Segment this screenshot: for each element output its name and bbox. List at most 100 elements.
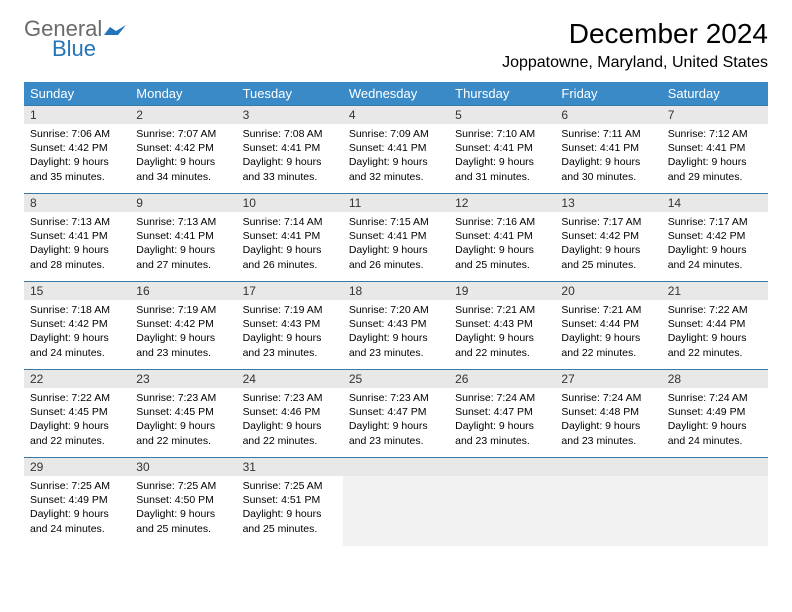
day-number xyxy=(662,458,768,476)
day-body: Sunrise: 7:13 AMSunset: 4:41 PMDaylight:… xyxy=(130,212,236,278)
day-body: Sunrise: 7:25 AMSunset: 4:51 PMDaylight:… xyxy=(237,476,343,542)
daylight-text: Daylight: 9 hours and 32 minutes. xyxy=(349,155,443,183)
sunrise-text: Sunrise: 7:08 AM xyxy=(243,127,337,141)
day-body: Sunrise: 7:14 AMSunset: 4:41 PMDaylight:… xyxy=(237,212,343,278)
day-number: 14 xyxy=(662,194,768,212)
sunrise-text: Sunrise: 7:20 AM xyxy=(349,303,443,317)
sunrise-text: Sunrise: 7:24 AM xyxy=(561,391,655,405)
daylight-text: Daylight: 9 hours and 23 minutes. xyxy=(561,419,655,447)
day-body: Sunrise: 7:10 AMSunset: 4:41 PMDaylight:… xyxy=(449,124,555,190)
day-number: 19 xyxy=(449,282,555,300)
day-number: 28 xyxy=(662,370,768,388)
sunset-text: Sunset: 4:50 PM xyxy=(136,493,230,507)
calendar-day-cell: 6Sunrise: 7:11 AMSunset: 4:41 PMDaylight… xyxy=(555,106,661,194)
sunrise-text: Sunrise: 7:24 AM xyxy=(455,391,549,405)
daylight-text: Daylight: 9 hours and 27 minutes. xyxy=(136,243,230,271)
sunset-text: Sunset: 4:46 PM xyxy=(243,405,337,419)
calendar-day-cell: 4Sunrise: 7:09 AMSunset: 4:41 PMDaylight… xyxy=(343,106,449,194)
day-number: 18 xyxy=(343,282,449,300)
day-number: 26 xyxy=(449,370,555,388)
sunset-text: Sunset: 4:41 PM xyxy=(349,229,443,243)
day-body: Sunrise: 7:20 AMSunset: 4:43 PMDaylight:… xyxy=(343,300,449,366)
calendar-week-row: 22Sunrise: 7:22 AMSunset: 4:45 PMDayligh… xyxy=(24,370,768,458)
calendar-day-cell: 13Sunrise: 7:17 AMSunset: 4:42 PMDayligh… xyxy=(555,194,661,282)
calendar-day-cell: 12Sunrise: 7:16 AMSunset: 4:41 PMDayligh… xyxy=(449,194,555,282)
sunset-text: Sunset: 4:42 PM xyxy=(30,317,124,331)
calendar-week-row: 8Sunrise: 7:13 AMSunset: 4:41 PMDaylight… xyxy=(24,194,768,282)
sunset-text: Sunset: 4:41 PM xyxy=(243,229,337,243)
calendar-day-cell: 28Sunrise: 7:24 AMSunset: 4:49 PMDayligh… xyxy=(662,370,768,458)
day-body: Sunrise: 7:13 AMSunset: 4:41 PMDaylight:… xyxy=(24,212,130,278)
day-body: Sunrise: 7:24 AMSunset: 4:49 PMDaylight:… xyxy=(662,388,768,454)
daylight-text: Daylight: 9 hours and 35 minutes. xyxy=(30,155,124,183)
day-number: 16 xyxy=(130,282,236,300)
day-body: Sunrise: 7:22 AMSunset: 4:45 PMDaylight:… xyxy=(24,388,130,454)
sunrise-text: Sunrise: 7:25 AM xyxy=(136,479,230,493)
daylight-text: Daylight: 9 hours and 25 minutes. xyxy=(243,507,337,535)
sunrise-text: Sunrise: 7:23 AM xyxy=(243,391,337,405)
sunset-text: Sunset: 4:41 PM xyxy=(136,229,230,243)
sunrise-text: Sunrise: 7:18 AM xyxy=(30,303,124,317)
day-number: 11 xyxy=(343,194,449,212)
day-number: 30 xyxy=(130,458,236,476)
sunset-text: Sunset: 4:47 PM xyxy=(455,405,549,419)
day-body: Sunrise: 7:19 AMSunset: 4:43 PMDaylight:… xyxy=(237,300,343,366)
sunrise-text: Sunrise: 7:09 AM xyxy=(349,127,443,141)
calendar-day-cell: 1Sunrise: 7:06 AMSunset: 4:42 PMDaylight… xyxy=(24,106,130,194)
calendar-day-cell: 30Sunrise: 7:25 AMSunset: 4:50 PMDayligh… xyxy=(130,458,236,546)
day-number: 1 xyxy=(24,106,130,124)
day-number: 29 xyxy=(24,458,130,476)
day-header: Friday xyxy=(555,82,661,106)
day-body: Sunrise: 7:23 AMSunset: 4:47 PMDaylight:… xyxy=(343,388,449,454)
sunrise-text: Sunrise: 7:24 AM xyxy=(668,391,762,405)
calendar-day-cell xyxy=(662,458,768,546)
day-body: Sunrise: 7:21 AMSunset: 4:43 PMDaylight:… xyxy=(449,300,555,366)
day-header-row: SundayMondayTuesdayWednesdayThursdayFrid… xyxy=(24,82,768,106)
daylight-text: Daylight: 9 hours and 24 minutes. xyxy=(30,507,124,535)
calendar-week-row: 29Sunrise: 7:25 AMSunset: 4:49 PMDayligh… xyxy=(24,458,768,546)
sunset-text: Sunset: 4:41 PM xyxy=(561,141,655,155)
day-body: Sunrise: 7:23 AMSunset: 4:45 PMDaylight:… xyxy=(130,388,236,454)
day-body: Sunrise: 7:17 AMSunset: 4:42 PMDaylight:… xyxy=(662,212,768,278)
sunrise-text: Sunrise: 7:17 AM xyxy=(668,215,762,229)
daylight-text: Daylight: 9 hours and 25 minutes. xyxy=(455,243,549,271)
sunset-text: Sunset: 4:42 PM xyxy=(30,141,124,155)
day-number xyxy=(449,458,555,476)
logo-word-blue: Blue xyxy=(52,38,126,60)
calendar-day-cell: 17Sunrise: 7:19 AMSunset: 4:43 PMDayligh… xyxy=(237,282,343,370)
day-number: 9 xyxy=(130,194,236,212)
daylight-text: Daylight: 9 hours and 23 minutes. xyxy=(349,331,443,359)
day-body: Sunrise: 7:17 AMSunset: 4:42 PMDaylight:… xyxy=(555,212,661,278)
month-title: December 2024 xyxy=(502,18,768,50)
calendar-day-cell: 7Sunrise: 7:12 AMSunset: 4:41 PMDaylight… xyxy=(662,106,768,194)
daylight-text: Daylight: 9 hours and 30 minutes. xyxy=(561,155,655,183)
sunset-text: Sunset: 4:49 PM xyxy=(30,493,124,507)
day-number: 27 xyxy=(555,370,661,388)
daylight-text: Daylight: 9 hours and 22 minutes. xyxy=(243,419,337,447)
sunrise-text: Sunrise: 7:16 AM xyxy=(455,215,549,229)
daylight-text: Daylight: 9 hours and 33 minutes. xyxy=(243,155,337,183)
day-body: Sunrise: 7:23 AMSunset: 4:46 PMDaylight:… xyxy=(237,388,343,454)
sunrise-text: Sunrise: 7:19 AM xyxy=(136,303,230,317)
calendar-week-row: 1Sunrise: 7:06 AMSunset: 4:42 PMDaylight… xyxy=(24,106,768,194)
calendar-day-cell: 14Sunrise: 7:17 AMSunset: 4:42 PMDayligh… xyxy=(662,194,768,282)
calendar-day-cell: 10Sunrise: 7:14 AMSunset: 4:41 PMDayligh… xyxy=(237,194,343,282)
daylight-text: Daylight: 9 hours and 34 minutes. xyxy=(136,155,230,183)
title-block: December 2024 Joppatowne, Maryland, Unit… xyxy=(502,18,768,72)
sunset-text: Sunset: 4:41 PM xyxy=(455,229,549,243)
day-header: Monday xyxy=(130,82,236,106)
sunset-text: Sunset: 4:49 PM xyxy=(668,405,762,419)
day-body: Sunrise: 7:19 AMSunset: 4:42 PMDaylight:… xyxy=(130,300,236,366)
sunset-text: Sunset: 4:42 PM xyxy=(668,229,762,243)
calendar-day-cell: 5Sunrise: 7:10 AMSunset: 4:41 PMDaylight… xyxy=(449,106,555,194)
daylight-text: Daylight: 9 hours and 23 minutes. xyxy=(243,331,337,359)
calendar-day-cell: 29Sunrise: 7:25 AMSunset: 4:49 PMDayligh… xyxy=(24,458,130,546)
sunrise-text: Sunrise: 7:14 AM xyxy=(243,215,337,229)
sunrise-text: Sunrise: 7:11 AM xyxy=(561,127,655,141)
day-body: Sunrise: 7:12 AMSunset: 4:41 PMDaylight:… xyxy=(662,124,768,190)
calendar-day-cell: 31Sunrise: 7:25 AMSunset: 4:51 PMDayligh… xyxy=(237,458,343,546)
calendar-day-cell xyxy=(449,458,555,546)
day-body: Sunrise: 7:11 AMSunset: 4:41 PMDaylight:… xyxy=(555,124,661,190)
day-body: Sunrise: 7:25 AMSunset: 4:49 PMDaylight:… xyxy=(24,476,130,542)
day-number: 2 xyxy=(130,106,236,124)
